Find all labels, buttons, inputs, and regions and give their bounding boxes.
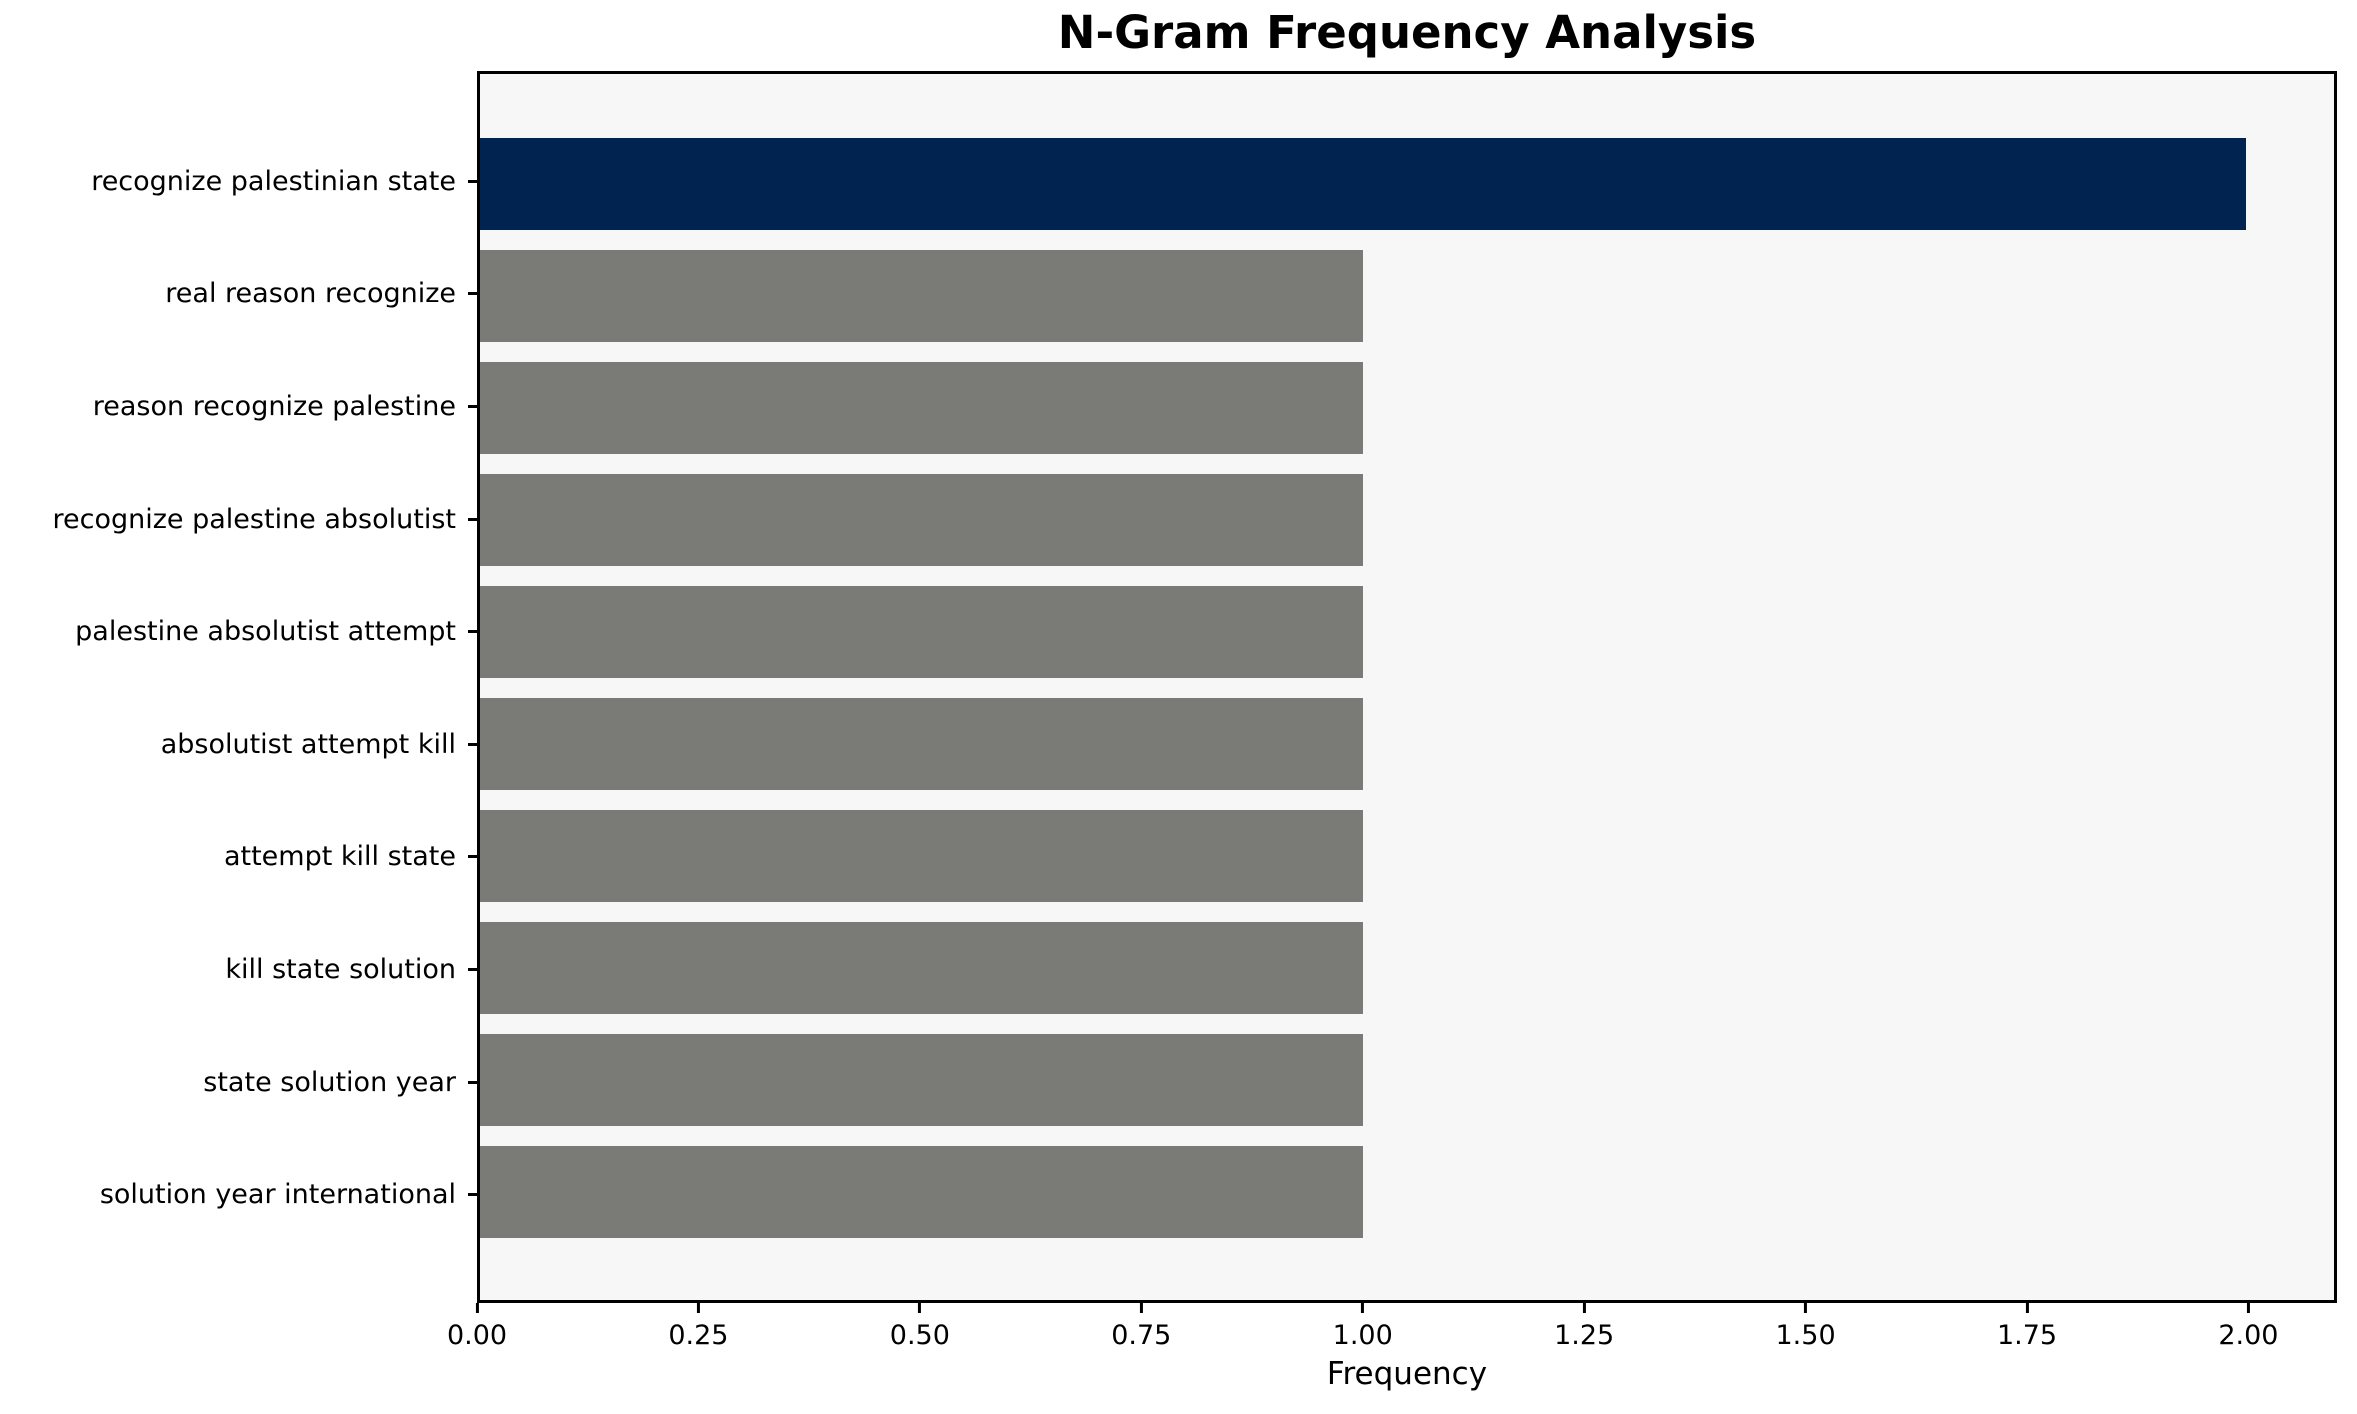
chart-title: N-Gram Frequency Analysis — [1057, 6, 1757, 59]
x-tick: 1.00 — [1333, 1303, 1393, 1351]
y-tick-label: attempt kill state — [223, 841, 456, 873]
y-tick-label: state solution year — [203, 1066, 456, 1098]
y-tick: solution year international — [0, 1138, 477, 1251]
bar — [480, 1146, 1363, 1238]
x-tick-mark — [918, 1303, 922, 1313]
bar — [480, 474, 1363, 566]
bar — [480, 138, 2246, 230]
bar-row — [480, 240, 2334, 352]
y-tick-mark — [468, 742, 477, 746]
bar — [480, 922, 1363, 1014]
y-tick-mark — [468, 517, 477, 521]
x-tick-label: 2.00 — [2218, 1320, 2279, 1351]
x-tick-mark — [2025, 1303, 2029, 1313]
x-tick-label: 0.25 — [668, 1320, 729, 1351]
y-axis-labels: recognize palestinian state real reason r… — [0, 71, 477, 1303]
x-tick: 0.75 — [1111, 1303, 1171, 1351]
x-tick: 1.75 — [1997, 1303, 2057, 1351]
bar — [480, 362, 1363, 454]
y-tick-label: absolutist attempt kill — [160, 728, 456, 760]
y-tick: reason recognize palestine — [0, 350, 477, 463]
x-tick-label: 1.50 — [1775, 1320, 1836, 1351]
y-tick: attempt kill state — [0, 801, 477, 914]
bar-row — [480, 464, 2334, 576]
plot-area — [477, 71, 2337, 1303]
y-tick-mark — [468, 179, 477, 183]
bar — [480, 250, 1363, 342]
y-tick-mark — [468, 1193, 477, 1197]
bar — [480, 698, 1363, 790]
x-axis-label: Frequency — [1326, 1356, 1488, 1392]
bar-row — [480, 912, 2334, 1024]
x-tick-mark — [1139, 1303, 1143, 1313]
bar — [480, 586, 1363, 678]
x-tick-mark — [1804, 1303, 1808, 1313]
y-tick-label: real reason recognize — [165, 278, 456, 310]
bars — [480, 74, 2334, 1300]
x-tick-label: 0.75 — [1111, 1320, 1172, 1351]
x-tick-mark — [2246, 1303, 2250, 1313]
y-tick-mark — [468, 967, 477, 971]
y-tick-mark — [468, 292, 477, 296]
x-tick-mark — [1361, 1303, 1365, 1313]
x-tick: 2.00 — [2218, 1303, 2278, 1351]
bar-row — [480, 800, 2334, 912]
x-tick-label: 0.00 — [446, 1320, 508, 1351]
y-tick: recognize palestinian state — [0, 125, 477, 238]
x-axis: 0.00 0.25 0.50 0.75 1.00 1.25 1.50 1.75 2.00 — [447, 1303, 2337, 1363]
x-tick-label: 1.75 — [1996, 1320, 2058, 1351]
y-tick-mark — [468, 404, 477, 408]
x-tick-label: 1.00 — [1332, 1320, 1393, 1351]
y-tick-label: kill state solution — [225, 953, 456, 985]
y-tick: palestine absolutist attempt — [0, 575, 477, 688]
x-tick: 1.50 — [1776, 1303, 1836, 1351]
y-tick: real reason recognize — [0, 238, 477, 351]
bar-row — [480, 128, 2334, 240]
y-tick-label: recognize palestine absolutist — [52, 503, 456, 535]
y-tick: absolutist attempt kill — [0, 688, 477, 801]
y-tick-mark — [468, 1080, 477, 1084]
x-tick-mark — [1582, 1303, 1586, 1313]
x-tick-mark — [696, 1303, 700, 1313]
bar-row — [480, 352, 2334, 464]
bar-row — [480, 1024, 2334, 1136]
x-tick: 0.00 — [447, 1303, 507, 1351]
bar-row — [480, 1136, 2334, 1248]
y-tick: recognize palestine absolutist — [0, 463, 477, 576]
y-tick: kill state solution — [0, 913, 477, 1026]
y-tick-label: recognize palestinian state — [91, 165, 456, 197]
bar-row — [480, 576, 2334, 688]
y-tick-label: reason recognize palestine — [92, 390, 456, 422]
bar — [480, 1034, 1363, 1126]
x-tick-mark — [475, 1303, 479, 1313]
x-tick: 0.25 — [668, 1303, 728, 1351]
x-tick: 1.25 — [1554, 1303, 1614, 1351]
y-tick: state solution year — [0, 1026, 477, 1139]
y-tick-label: palestine absolutist attempt — [75, 616, 456, 648]
bar — [480, 810, 1363, 902]
y-tick-label: solution year international — [99, 1179, 456, 1211]
x-tick-label: 1.25 — [1554, 1320, 1615, 1351]
x-tick: 0.50 — [890, 1303, 950, 1351]
x-tick-label: 0.50 — [889, 1320, 950, 1351]
y-tick-mark — [468, 630, 477, 634]
bar-row — [480, 688, 2334, 800]
y-tick-mark — [468, 855, 477, 859]
